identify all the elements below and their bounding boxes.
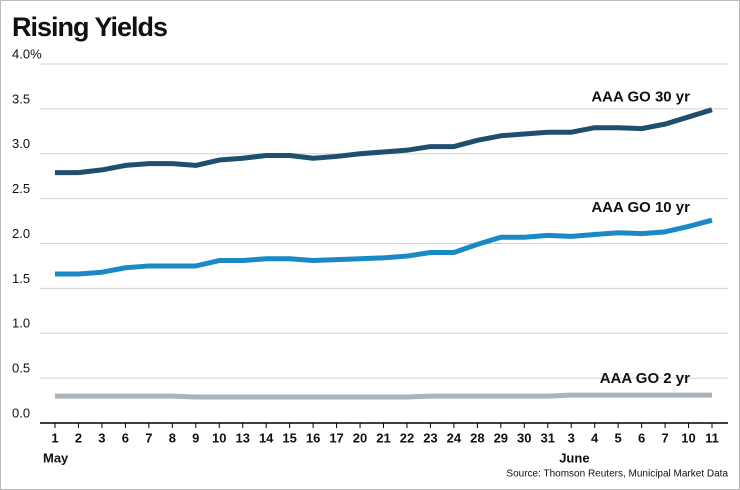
chart-title: Rising Yields [12,12,167,42]
x-tick-label: 30 [517,430,531,445]
x-tick-label: 6 [122,430,129,445]
y-tick-label: 2.0 [12,226,30,241]
x-tick-label: 16 [306,430,320,445]
x-tick-label: 23 [423,430,437,445]
y-tick-label: 1.5 [12,271,30,286]
x-tick-label: 3 [98,430,105,445]
y-tick-label: 4.0% [12,46,42,61]
x-tick-label: 20 [353,430,367,445]
series-line [55,107,713,176]
x-tick-label: 15 [282,430,296,445]
x-tick-label: 21 [376,430,390,445]
series-line [55,217,713,277]
x-tick-label: 5 [615,430,622,445]
x-tick-label: 22 [400,430,414,445]
series-label: AAA GO 10 yr [591,199,690,216]
x-tick-label: 31 [541,430,555,445]
month-label: June [559,450,589,465]
x-tick-label: 7 [661,430,668,445]
x-tick-label: 8 [169,430,176,445]
x-tick-label: 4 [591,430,599,445]
x-tick-label: 13 [235,430,249,445]
series-label: AAA GO 2 yr [600,370,690,387]
y-tick-label: 0.0 [12,405,30,420]
x-tick-label: 10 [681,430,695,445]
x-tick-label: 11 [705,430,719,445]
y-tick-label: 2.5 [12,181,30,196]
x-tick-label: 6 [638,430,645,445]
x-tick-label: 10 [212,430,226,445]
x-tick-label: 7 [145,430,152,445]
month-label: May [43,450,69,465]
y-tick-label: 3.5 [12,91,30,106]
x-tick-label: 2 [75,430,82,445]
x-tick-label: 17 [329,430,343,445]
source-note: Source: Thomson Reuters, Municipal Marke… [506,469,728,480]
y-tick-label: 0.5 [12,361,30,376]
series-label: AAA GO 30 yr [591,89,690,106]
series-line [55,392,712,400]
y-tick-label: 3.0 [12,136,30,151]
x-tick-label: 3 [568,430,575,445]
x-tick-label: 14 [259,430,274,445]
x-tick-label: 9 [192,430,199,445]
x-tick-label: 29 [494,430,508,445]
x-tick-label: 1 [51,430,58,445]
x-tick-label: 24 [447,430,462,445]
y-tick-label: 1.0 [12,316,30,331]
x-tick-label: 28 [470,430,484,445]
